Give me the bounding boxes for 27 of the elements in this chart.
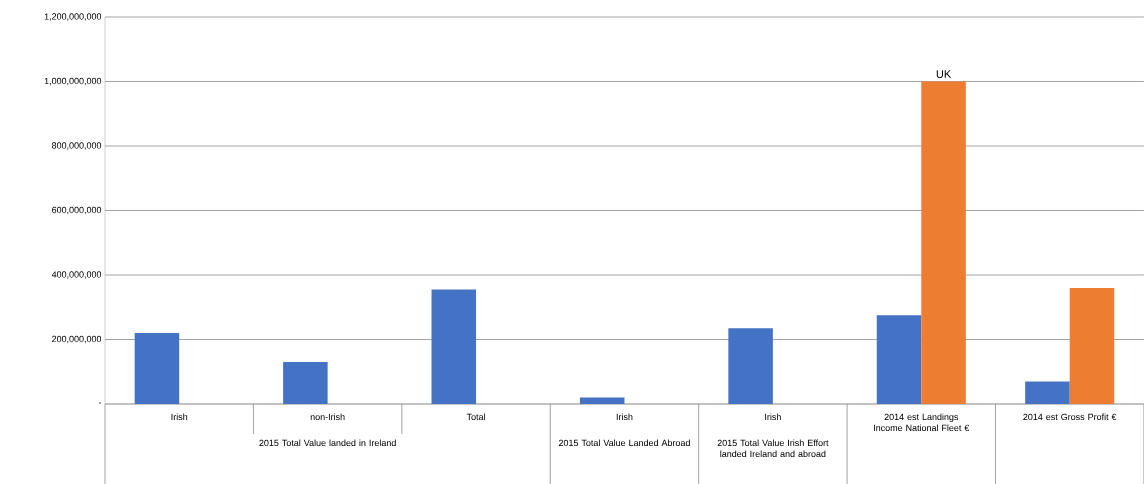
bar xyxy=(134,333,180,404)
x-tick-label: non-Irish xyxy=(310,413,345,421)
y-tick-label: 200,000,000 xyxy=(52,335,102,344)
y-tick-label: 400,000,000 xyxy=(51,271,102,279)
bar xyxy=(876,315,922,404)
bar xyxy=(1069,287,1115,404)
x-tick-label: Irish xyxy=(616,413,633,421)
bar xyxy=(431,289,477,404)
y-tick-label: 600,000,000 xyxy=(52,206,102,215)
bar xyxy=(921,81,966,404)
text: 2015 Total Value Irish Effort landed Ireland and abroad xyxy=(717,439,829,458)
x-tick-label: Total xyxy=(466,413,485,421)
y-tick-label: 1,000,000,000 xyxy=(44,77,102,86)
y-tick-label: 1,200,000,000 xyxy=(44,13,102,21)
text: 2015 Total Value landed in Ireland xyxy=(259,439,396,447)
y-tick-label: 800,000,000 xyxy=(52,142,102,150)
x-tick-label: 2014 est Landings Income National Fleet € xyxy=(874,413,970,432)
annotation: UK xyxy=(936,70,952,78)
text: 2015 Total Value Landed Abroad xyxy=(558,439,690,447)
bar xyxy=(728,328,773,404)
x-tick-label: 2014 est Gross Profit € xyxy=(1023,413,1117,421)
x-tick-label: Irish xyxy=(765,413,781,421)
bar xyxy=(1025,381,1070,404)
y-tick-label: - xyxy=(98,402,102,404)
bar xyxy=(579,397,625,404)
x-tick-label: Irish xyxy=(171,413,188,421)
bar xyxy=(283,362,328,404)
